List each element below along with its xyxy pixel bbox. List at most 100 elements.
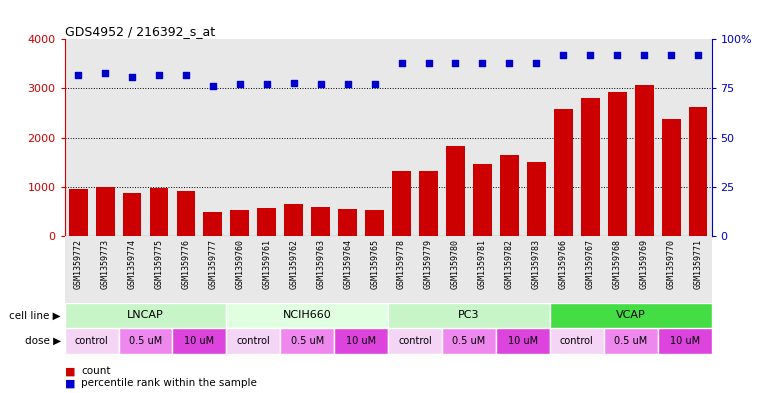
Bar (658, 328, 712, 354)
Point (692, 52, 704, 58)
Text: GDS4952 / 216392_s_at: GDS4952 / 216392_s_at (65, 25, 215, 38)
Bar (280, 328, 334, 354)
Point (234, 81, 246, 88)
Text: GSM1359762: GSM1359762 (289, 239, 298, 289)
Text: dose ▶: dose ▶ (25, 336, 61, 346)
Text: GSM1359773: GSM1359773 (100, 239, 110, 289)
Text: 10 uM: 10 uM (670, 336, 699, 346)
Bar (550, 328, 603, 354)
Point (450, 60, 462, 66)
Text: 10 uM: 10 uM (184, 336, 215, 346)
Text: 10 uM: 10 uM (508, 336, 538, 346)
Bar (119, 328, 173, 354)
Bar (65, 303, 227, 328)
Point (584, 52, 597, 58)
Point (153, 72, 165, 78)
Bar (68, 189, 88, 236)
Point (126, 73, 139, 80)
Bar (65, 328, 119, 354)
Text: GSM1359766: GSM1359766 (559, 239, 568, 289)
Bar (527, 162, 546, 236)
Text: 0.5 uM: 0.5 uM (291, 336, 324, 346)
Bar (338, 209, 357, 236)
Text: GSM1359779: GSM1359779 (424, 239, 433, 289)
Text: GSM1359782: GSM1359782 (505, 239, 514, 289)
Text: control: control (75, 336, 109, 346)
Text: GSM1359774: GSM1359774 (128, 239, 136, 289)
Text: GSM1359769: GSM1359769 (640, 239, 648, 289)
Point (261, 81, 273, 88)
Text: 0.5 uM: 0.5 uM (452, 336, 486, 346)
Point (314, 81, 326, 88)
Text: control: control (398, 336, 432, 346)
Text: GSM1359764: GSM1359764 (343, 239, 352, 289)
Bar (96, 187, 115, 236)
Text: 0.5 uM: 0.5 uM (129, 336, 162, 346)
Point (638, 52, 650, 58)
Text: GSM1359770: GSM1359770 (667, 239, 676, 289)
Point (180, 72, 192, 78)
Bar (446, 146, 465, 236)
Bar (581, 98, 600, 236)
Bar (500, 155, 519, 236)
Bar (227, 328, 280, 354)
Text: ■: ■ (65, 366, 75, 376)
Point (611, 52, 623, 58)
Bar (550, 303, 712, 328)
Text: GSM1359780: GSM1359780 (451, 239, 460, 289)
Bar (388, 303, 550, 328)
Bar (442, 328, 496, 354)
Bar (231, 210, 250, 236)
Point (99, 70, 111, 76)
Bar (311, 207, 330, 236)
Text: GSM1359761: GSM1359761 (263, 239, 272, 289)
Point (288, 79, 300, 86)
Bar (473, 164, 492, 236)
Text: GSM1359771: GSM1359771 (693, 239, 702, 289)
Text: GSM1359781: GSM1359781 (478, 239, 487, 289)
Text: NCIH660: NCIH660 (283, 310, 332, 320)
Text: LNCAP: LNCAP (127, 310, 164, 320)
Text: GSM1359775: GSM1359775 (154, 239, 164, 289)
Point (476, 60, 489, 66)
Bar (334, 328, 388, 354)
Bar (388, 328, 442, 354)
Text: PC3: PC3 (458, 310, 479, 320)
Text: GSM1359778: GSM1359778 (397, 239, 406, 289)
Text: GSM1359772: GSM1359772 (74, 239, 83, 289)
Text: GSM1359767: GSM1359767 (586, 239, 595, 289)
Point (665, 52, 677, 58)
Text: GSM1359777: GSM1359777 (209, 239, 218, 289)
Bar (496, 328, 550, 354)
Point (557, 52, 569, 58)
Text: GSM1359763: GSM1359763 (317, 239, 325, 289)
Point (396, 60, 408, 66)
Text: ■: ■ (65, 378, 75, 388)
Bar (203, 212, 222, 236)
Bar (603, 328, 658, 354)
Bar (419, 171, 438, 236)
Bar (177, 191, 196, 236)
Bar (661, 119, 680, 236)
Text: 0.5 uM: 0.5 uM (614, 336, 648, 346)
Bar (123, 193, 142, 236)
Text: GSM1359783: GSM1359783 (532, 239, 541, 289)
Point (72, 72, 84, 78)
Point (530, 60, 543, 66)
Text: 10 uM: 10 uM (346, 336, 376, 346)
Text: VCAP: VCAP (616, 310, 645, 320)
Bar (257, 208, 276, 236)
Bar (689, 107, 708, 236)
Point (342, 81, 354, 88)
Point (207, 83, 219, 90)
Bar (554, 108, 573, 236)
Text: count: count (81, 366, 111, 376)
Bar (608, 92, 626, 236)
Text: GSM1359768: GSM1359768 (613, 239, 622, 289)
Text: percentile rank within the sample: percentile rank within the sample (81, 378, 257, 388)
Bar (227, 303, 388, 328)
Text: GSM1359776: GSM1359776 (181, 239, 190, 289)
Bar (150, 187, 168, 236)
Bar (173, 328, 227, 354)
Text: GSM1359760: GSM1359760 (235, 239, 244, 289)
